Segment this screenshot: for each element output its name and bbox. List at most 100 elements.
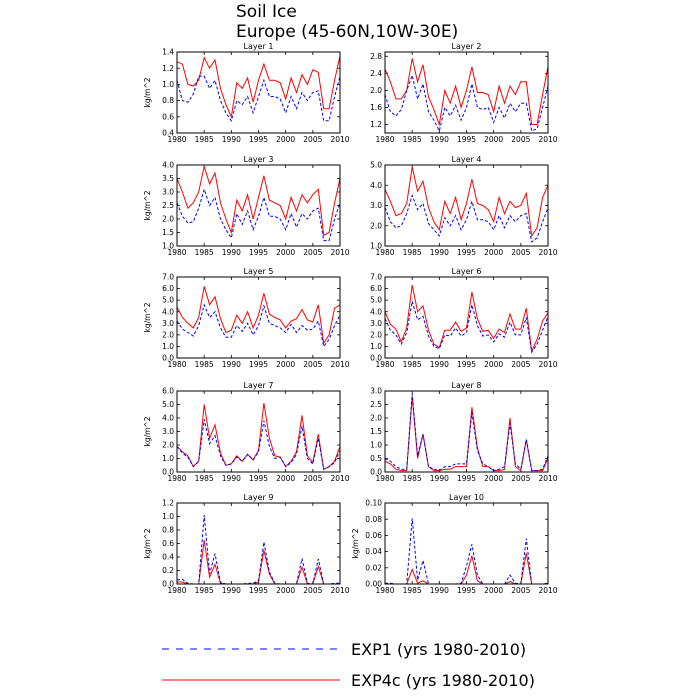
y-axis-label: kg/m^2: [143, 416, 152, 446]
x-tick-label: 2010: [538, 135, 557, 144]
x-tick-label: 1995: [457, 474, 476, 483]
y-tick-label: 0.8: [162, 526, 174, 535]
x-tick-label: 1985: [195, 248, 214, 257]
y-tick-label: 2.0: [370, 86, 382, 95]
x-tick-label: 1990: [430, 474, 449, 483]
y-tick-label: 1.4: [162, 48, 174, 57]
y-tick-label: 5.0: [162, 296, 174, 305]
y-tick-label: 3.5: [162, 174, 174, 183]
x-tick-label: 1985: [195, 135, 214, 144]
y-tick-label: 2.0: [162, 330, 174, 339]
x-tick-label: 2005: [511, 248, 530, 257]
y-tick-label: 2.0: [162, 441, 174, 450]
x-tick-label: 1980: [167, 586, 186, 595]
y-tick-label: 3.0: [162, 188, 174, 197]
series-line-exp4c: [384, 58, 549, 127]
series-line-exp1: [384, 193, 549, 243]
x-tick-label: 2000: [484, 248, 503, 257]
figure-title-line1: Soil Ice: [236, 2, 297, 22]
x-tick-label: 2010: [330, 248, 349, 257]
y-tick-label: 0.0: [370, 468, 382, 477]
plot-frame: [176, 502, 341, 585]
x-tick-label: 1985: [195, 360, 214, 369]
y-tick-label: 2.5: [162, 201, 174, 210]
x-tick-label: 2010: [538, 586, 557, 595]
legend: EXP1 (yrs 1980-2010) EXP4c (yrs 1980-201…: [162, 640, 535, 690]
series-line-exp1: [384, 73, 549, 133]
y-tick-label: 2.0: [370, 330, 382, 339]
y-tick-label: 1.0: [162, 512, 174, 521]
y-tick-label: 0.06: [365, 531, 382, 540]
y-tick-label: 3.0: [370, 319, 382, 328]
legend-exp1-label: EXP1 (yrs 1980-2010): [351, 640, 526, 659]
series-line-exp4c: [384, 166, 549, 238]
y-tick-label: 0.5: [370, 454, 382, 463]
x-tick-label: 2010: [330, 360, 349, 369]
x-tick-label: 2005: [303, 586, 322, 595]
panel-title: Layer 4: [452, 155, 482, 164]
y-tick-label: 1.2: [162, 64, 174, 73]
x-tick-label: 1995: [249, 586, 268, 595]
x-tick-label: 2005: [511, 360, 530, 369]
plot-frame: [384, 390, 549, 473]
panel-title: Layer 8: [452, 381, 482, 390]
panel-title: Layer 1: [244, 42, 274, 51]
panel-layer-4: Layer 4 1.0 2.0 3.0 4.0 5.0 1980 1985 1990 1995 20…: [370, 155, 558, 257]
plot-frame: [176, 276, 341, 359]
y-tick-label: 4.0: [162, 307, 174, 316]
x-tick-label: 1990: [222, 248, 241, 257]
y-tick-label: 0.4: [162, 553, 174, 562]
series-line-exp1: [176, 303, 341, 348]
panel-title: Layer 6: [452, 267, 482, 276]
panel-layer-6: Layer 6 0.0 1.0 2.0 3.0 4.0 5.0 6.0 7.0 1980 1985 1…: [370, 267, 558, 369]
x-tick-label: 2000: [484, 135, 503, 144]
panel-layer-10: Layer 10 0.00 0.02 0.04 0.06 0.08 0.10 1980 1985…: [351, 493, 558, 595]
y-tick-label: 7.0: [162, 273, 174, 282]
x-tick-label: 1980: [375, 586, 394, 595]
y-tick-label: 0.0: [370, 354, 382, 363]
x-tick-label: 1980: [167, 248, 186, 257]
x-tick-label: 1995: [457, 135, 476, 144]
x-tick-label: 1990: [430, 248, 449, 257]
y-tick-label: 1.0: [370, 242, 382, 251]
y-tick-label: 0.0: [162, 468, 174, 477]
y-tick-label: 1.0: [162, 242, 174, 251]
x-tick-label: 1985: [195, 586, 214, 595]
y-tick-label: 0.8: [162, 96, 174, 105]
y-tick-label: 6.0: [162, 284, 174, 293]
y-tick-label: 2.0: [162, 215, 174, 224]
panel-title: Layer 5: [244, 267, 274, 276]
panel-title: Layer 10: [449, 493, 484, 502]
panel-grid: Layer 1 0.4 0.6 0.8 1.0 1.2 1.4 1980 1985 1990 199…: [143, 42, 558, 595]
x-tick-label: 1990: [222, 360, 241, 369]
y-tick-label: 5.0: [370, 161, 382, 170]
x-tick-label: 2000: [276, 474, 295, 483]
y-axis-label: kg/m^2: [143, 77, 152, 107]
x-tick-label: 1990: [222, 586, 241, 595]
y-axis-label: kg/m^2: [143, 302, 152, 332]
x-tick-label: 2005: [303, 135, 322, 144]
x-tick-label: 1980: [167, 360, 186, 369]
x-tick-label: 1995: [457, 586, 476, 595]
y-tick-label: 0.04: [365, 547, 382, 556]
y-tick-label: 3.0: [370, 387, 382, 396]
plot-frame: [384, 502, 549, 585]
y-tick-label: 4.0: [370, 307, 382, 316]
x-tick-label: 1995: [457, 360, 476, 369]
x-tick-label: 1985: [403, 248, 422, 257]
x-tick-label: 1990: [430, 360, 449, 369]
y-tick-label: 2.5: [370, 400, 382, 409]
x-tick-label: 2010: [330, 474, 349, 483]
plot-frame: [384, 51, 549, 134]
y-tick-label: 5.0: [162, 400, 174, 409]
series-line-exp4c: [176, 55, 341, 119]
plot-frame: [176, 51, 341, 134]
series-line-exp1: [384, 301, 549, 354]
figure-title-line2: Europe (45-60N,10W-30E): [236, 22, 458, 42]
x-tick-label: 2005: [303, 248, 322, 257]
y-tick-label: 7.0: [370, 273, 382, 282]
x-tick-label: 2000: [276, 586, 295, 595]
plot-frame: [176, 390, 341, 473]
